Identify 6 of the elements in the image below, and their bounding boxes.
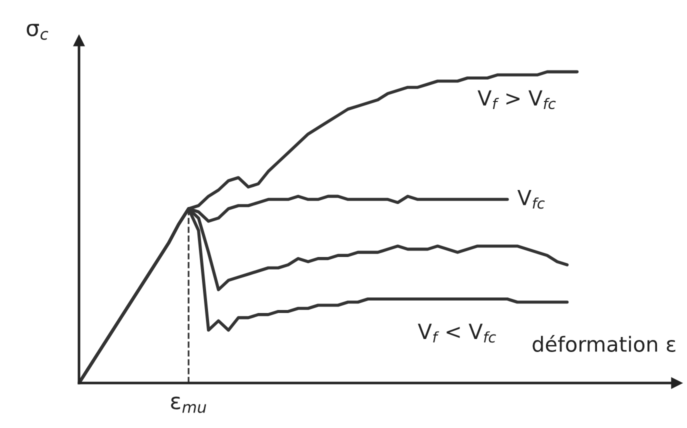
x-axis-title: déformation ε bbox=[532, 335, 676, 352]
series-label: V$_{f}$ < V$_{fc}$ bbox=[418, 324, 496, 343]
text: ε$_{mu}$ bbox=[171, 396, 206, 413]
series-label: V$_{fc}$ bbox=[517, 190, 545, 209]
y-axis-title: σ$_{c}$ bbox=[26, 24, 48, 40]
series-label: V$_{f}$ > V$_{fc}$ bbox=[478, 90, 556, 110]
